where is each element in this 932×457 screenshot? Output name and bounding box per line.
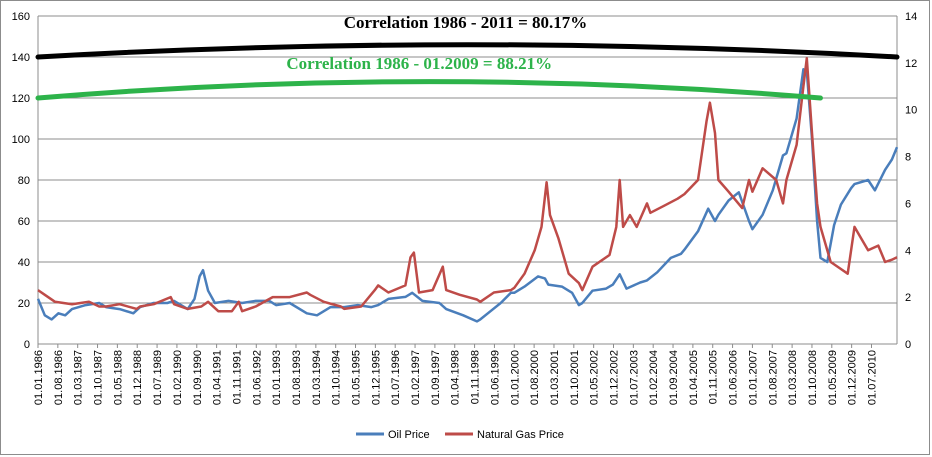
y-tick-label: 80	[18, 175, 30, 187]
x-tick-label: 01.01.2000	[509, 350, 521, 405]
x-tick-label: 01.03.1994	[311, 350, 323, 405]
x-tick-label: 01.05.2002	[589, 350, 601, 405]
x-tick-label: 01.11.1998	[470, 350, 482, 404]
y2-tick-label: 12	[905, 58, 917, 70]
x-tick-label: 01.02.2004	[648, 350, 660, 405]
x-tick-label: 01.04.2005	[688, 350, 700, 405]
correlation-curve-2	[35, 79, 823, 101]
correlation-curves: Correlation 1986 - 2011 = 80.17% Correlat…	[35, 13, 900, 101]
x-tick-label: 01.06.1999	[489, 350, 501, 405]
y-tick-label: 160	[12, 11, 30, 23]
y-axis-right: 0 2 4 6 8 10 12 14	[905, 11, 917, 351]
x-tick-label: 01.08.1986	[53, 350, 65, 405]
x-tick-label: 01.01.2007	[747, 350, 759, 405]
legend-label-gas: Natural Gas Price	[477, 429, 564, 441]
x-axis: 01.01.1986 01.08.1986 01.03.1987 01.10.1987…	[33, 344, 878, 405]
y-tick-label: 40	[18, 257, 30, 269]
y2-tick-label: 10	[905, 105, 917, 117]
series-line-gas	[37, 56, 898, 313]
legend-label-oil: Oil Price	[388, 429, 430, 441]
x-tick-label: 01.12.1995	[370, 350, 382, 405]
x-tick-label: 01.04.1991	[212, 350, 224, 405]
x-tick-label: 01.07.2010	[866, 350, 878, 405]
x-tick-label: 01.11.2005	[708, 350, 720, 404]
x-tick-label: 01.12.2009	[847, 350, 859, 405]
x-tick-label: 01.02.1997	[410, 350, 422, 405]
correlation-label-1: Correlation 1986 - 2011 = 80.17%	[344, 13, 588, 32]
y2-tick-label: 4	[905, 245, 911, 257]
x-tick-label: 01.09.2004	[668, 350, 680, 405]
x-tick-label: 01.10.2008	[807, 350, 819, 405]
x-tick-label: 01.09.1990	[192, 350, 204, 405]
x-tick-label: 01.05.1988	[112, 350, 124, 405]
x-tick-label: 01.03.2001	[549, 350, 561, 405]
x-tick-label: 01.05.2009	[827, 350, 839, 405]
x-tick-label: 01.02.1990	[172, 350, 184, 405]
y-tick-label: 120	[12, 93, 30, 105]
series-group	[36, 56, 899, 323]
x-tick-label: 01.10.1987	[93, 350, 105, 405]
x-tick-label: 01.11.1991	[231, 350, 243, 404]
y2-tick-label: 6	[905, 198, 911, 210]
x-tick-label: 01.10.2001	[569, 350, 581, 405]
x-tick-label: 01.12.2002	[609, 350, 621, 405]
x-tick-label: 01.10.1994	[331, 350, 343, 405]
x-tick-label: 01.05.1995	[351, 350, 363, 405]
x-tick-label: 01.08.1993	[291, 350, 303, 405]
gridlines	[37, 15, 898, 345]
x-tick-label: 01.12.1988	[132, 350, 144, 405]
x-tick-label: 01.01.1993	[271, 350, 283, 405]
x-tick-label: 01.07.1989	[152, 350, 164, 405]
y2-tick-label: 8	[905, 152, 911, 164]
y2-tick-label: 14	[905, 11, 917, 23]
x-tick-label: 01.07.2003	[628, 350, 640, 405]
x-tick-label: 01.03.1987	[73, 350, 85, 405]
x-tick-label: 01.03.2008	[787, 350, 799, 405]
y2-tick-label: 2	[905, 292, 911, 304]
x-tick-label: 01.06.2006	[728, 350, 740, 405]
x-tick-label: 01.08.2007	[767, 350, 779, 405]
legend: Oil Price Natural Gas Price	[356, 429, 564, 441]
y-tick-label: 0	[24, 339, 30, 351]
x-tick-label: 01.06.1992	[251, 350, 263, 405]
correlation-label-2: Correlation 1986 - 01.2009 = 88.21%	[286, 54, 552, 73]
y-tick-label: 100	[12, 134, 30, 146]
x-tick-label: 01.07.1996	[390, 350, 402, 405]
y-tick-label: 20	[18, 298, 30, 310]
x-tick-label: 01.09.1997	[430, 350, 442, 405]
correlation-curve-1	[35, 42, 900, 60]
y-tick-label: 60	[18, 216, 30, 228]
y2-tick-label: 0	[905, 339, 911, 351]
y-tick-label: 140	[12, 52, 30, 64]
x-tick-label: 01.01.1986	[33, 350, 45, 405]
y-axis-left: 0 20 40 60 80 100 120 140 160	[12, 11, 30, 351]
series-line-oil	[36, 68, 899, 323]
x-tick-label: 01.04.1998	[450, 350, 462, 405]
x-tick-label: 01.08.2000	[529, 350, 541, 405]
